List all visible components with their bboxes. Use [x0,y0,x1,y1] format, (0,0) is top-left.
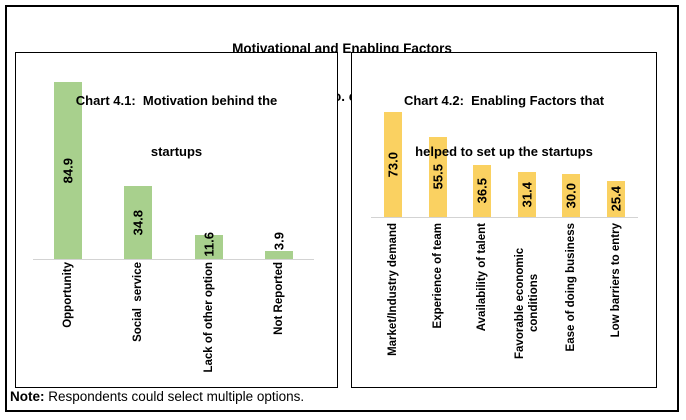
bar-value-label: 84.9 [60,157,76,183]
chart-4-2-x-axis: Market/Industry demand Experience of team… [371,220,638,385]
bar-slot: 84.9 [33,82,103,259]
chart-4-1-plot-area: 84.9 34.8 11.6 3.9 [33,82,314,260]
bar-slot: 25.4 [594,112,639,217]
category-label: Opportunity [62,262,75,328]
chart-4-2-title-line2: helped to set up the startups [415,144,593,159]
category-label: Ease of doing business [565,223,578,352]
axis-label-slot: Not Reported [244,262,314,385]
bar-slot: 36.5 [460,112,505,217]
category-label: Experience of team [431,223,444,329]
axis-label-slot: Favorable economic conditions [505,223,550,385]
bar-value-label: 25.4 [608,185,624,212]
bar [194,234,223,259]
axis-label-slot: Low barriers to entry [594,223,639,385]
category-label: Social service [132,262,145,342]
bar [264,250,293,259]
bar-slot: 11.6 [174,82,244,259]
chart-4-1-title-line2: startups [150,144,203,159]
bar-value-label: 36.5 [474,177,490,204]
category-label: Market/Industry demand [387,223,400,356]
axis-label-slot: Social service [103,262,173,385]
bar-value-label: 73.0 [385,151,401,177]
figure-frame: Motivational and Enabling Factors (per c… [5,5,679,412]
bar-value-label: 30.0 [563,182,579,208]
axis-label-slot: Lack of other option [174,262,244,385]
bar [428,137,447,217]
bar [54,82,83,259]
category-label: Not Reported [272,262,285,335]
bar [517,171,536,217]
bar-value-label: 31.4 [519,181,535,207]
category-label: Lack of other option [202,262,215,373]
axis-label-slot: Opportunity [33,262,103,385]
chart-4-1-panel: Chart 4.1: Motivation behind the startup… [15,52,338,388]
bar-slot: 34.8 [103,82,173,259]
axis-label-slot: Availability of talent [460,223,505,385]
bar-value-label: 55.5 [430,164,446,190]
bar [384,112,403,217]
bar-slot: 73.0 [371,112,416,217]
bar-value-label: 3.9 [271,231,287,250]
bar [124,186,153,259]
chart-4-2-plot-area: 73.0 55.5 36.5 31.4 30.0 25.4 [371,112,638,218]
chart-4-2-title-line1: Chart 4.2: Enabling Factors that [403,93,605,108]
chart-4-2-panel: Chart 4.2: Enabling Factors that helped … [351,52,657,388]
bar-slot: 31.4 [505,112,550,217]
bar-slot: 30.0 [549,112,594,217]
category-label: Low barriers to entry [609,223,622,338]
chart-4-1-title-line1: Chart 4.1: Motivation behind the [75,93,278,108]
chart-4-2-title: Chart 4.2: Enabling Factors that helped … [352,58,656,194]
axis-label-slot: Experience of team [416,223,461,385]
bar [606,180,625,217]
bar-value-label: 34.8 [130,209,146,236]
bar [562,173,581,217]
axis-label-slot: Market/Industry demand [371,223,416,385]
bar-value-label: 11.6 [201,232,217,257]
chart-4-1-x-axis: Opportunity Social service Lack of other o… [33,262,314,385]
axis-label-slot: Ease of doing business [549,223,594,385]
note: Note: Respondents could select multiple … [10,389,304,405]
bar [473,164,492,217]
note-label: Note: [10,389,45,404]
chart-4-1-title: Chart 4.1: Motivation behind the startup… [16,58,337,194]
category-label: Availability of talent [476,223,489,332]
bar-slot: 3.9 [244,82,314,259]
note-text: Respondents could select multiple option… [44,389,305,404]
category-label: Favorable economic conditions [513,244,540,359]
bar-slot: 55.5 [416,112,461,217]
